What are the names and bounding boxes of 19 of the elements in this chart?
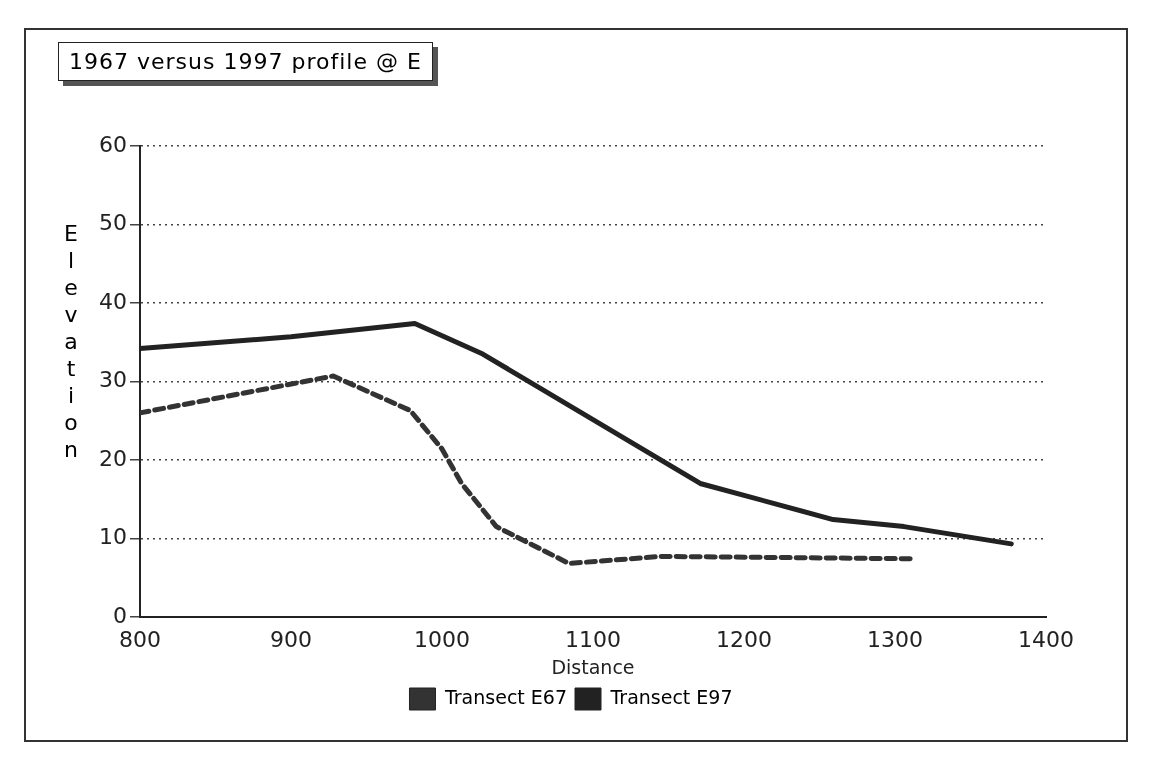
x-tick-label: 1400 — [1018, 626, 1074, 652]
y-tick-label: 60 — [98, 131, 127, 157]
y-tick-label: 40 — [98, 288, 127, 314]
legend-label: Transect E97 — [609, 685, 733, 708]
x-tick-label: 1300 — [867, 626, 923, 652]
y-tick-label: 30 — [98, 367, 127, 393]
y-tick-label: 20 — [98, 445, 127, 471]
x-axis-title: Distance — [551, 655, 635, 678]
y-tick-label: 10 — [98, 524, 127, 550]
y-tick-label: 0 — [112, 602, 127, 628]
x-tick-label: 1100 — [565, 626, 621, 652]
chart-title: 1967 versus 1997 profile @ E — [58, 42, 433, 81]
x-tick-label: 1000 — [414, 626, 470, 652]
x-tick-label: 900 — [270, 626, 312, 652]
legend-label: Transect E67 — [443, 685, 567, 708]
text: Elevation — [64, 221, 78, 462]
x-tick-label: 1200 — [716, 626, 772, 652]
y-tick-label: 50 — [98, 210, 127, 236]
x-tick-label: 800 — [118, 626, 161, 652]
